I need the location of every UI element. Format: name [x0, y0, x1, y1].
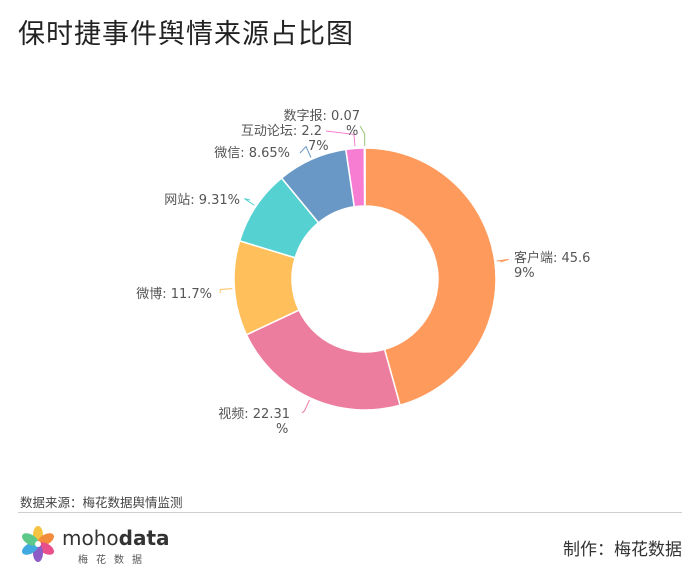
brand-name: mohodata [62, 526, 170, 550]
slice-label-line: 7% [308, 139, 329, 154]
slice-label-line: 微博: 11.7% [136, 287, 212, 302]
slice-label-line: 数字报: 0.07 [284, 109, 360, 124]
slice-label-1: 客户端: 45.6 9% [514, 250, 590, 281]
slice-label-line: % [276, 422, 288, 437]
mohodata-logo: mohodata 梅花数据 [18, 524, 178, 566]
leader-line-1 [496, 258, 509, 263]
slice-label-line: 互动论坛: 2.2 [241, 124, 322, 139]
slice-label-2: 视频: 22.31% [218, 407, 290, 437]
slice-label-line: % [346, 124, 358, 139]
leader-line-4 [244, 198, 255, 206]
brand-subtitle: 梅花数据 [78, 555, 150, 566]
leader-line-5 [299, 145, 312, 158]
credit-text: 制作：梅花数据 [563, 540, 682, 560]
brand-prefix: moho [62, 526, 119, 550]
leader-line-6 [325, 130, 356, 147]
leader-line-7 [359, 125, 366, 147]
slice-label-line: 网站: 9.31% [164, 193, 240, 208]
slice-1 [364, 147, 497, 407]
slice-7 [363, 147, 366, 207]
slice-2 [245, 309, 401, 411]
slice-label-line: 视频: 22.31 [218, 407, 290, 422]
slice-label-5: 微信: 8.65% [214, 146, 290, 161]
slice-label-line: 客户端: 45.6 [514, 250, 590, 266]
slice-label-4: 网站: 9.31% [164, 193, 240, 208]
slice-label-line: 微信: 8.65% [214, 146, 290, 161]
donut-chart: 客户端: 45.6 9% 视频: 22.31 % 微博: 11.7% 网站: 9.31% 微… [136, 109, 590, 437]
slice-label-line: 9% [514, 266, 535, 281]
slice-label-3: 微博: 11.7% [136, 287, 212, 302]
data-source-note: 数据来源：梅花数据舆情监测 [20, 495, 183, 510]
chart-title: 保时捷事件舆情来源占比图 [18, 19, 354, 50]
flower-logo-icon [22, 526, 54, 562]
footer-divider [18, 512, 682, 513]
slice-label-6: 互动论坛: 2.2 7% [241, 124, 329, 154]
brand-suffix: data [118, 526, 170, 550]
leader-line-2 [301, 399, 311, 414]
leader-line-3 [219, 288, 233, 294]
slice-label-7: 数字报: 0.07% [284, 109, 360, 139]
